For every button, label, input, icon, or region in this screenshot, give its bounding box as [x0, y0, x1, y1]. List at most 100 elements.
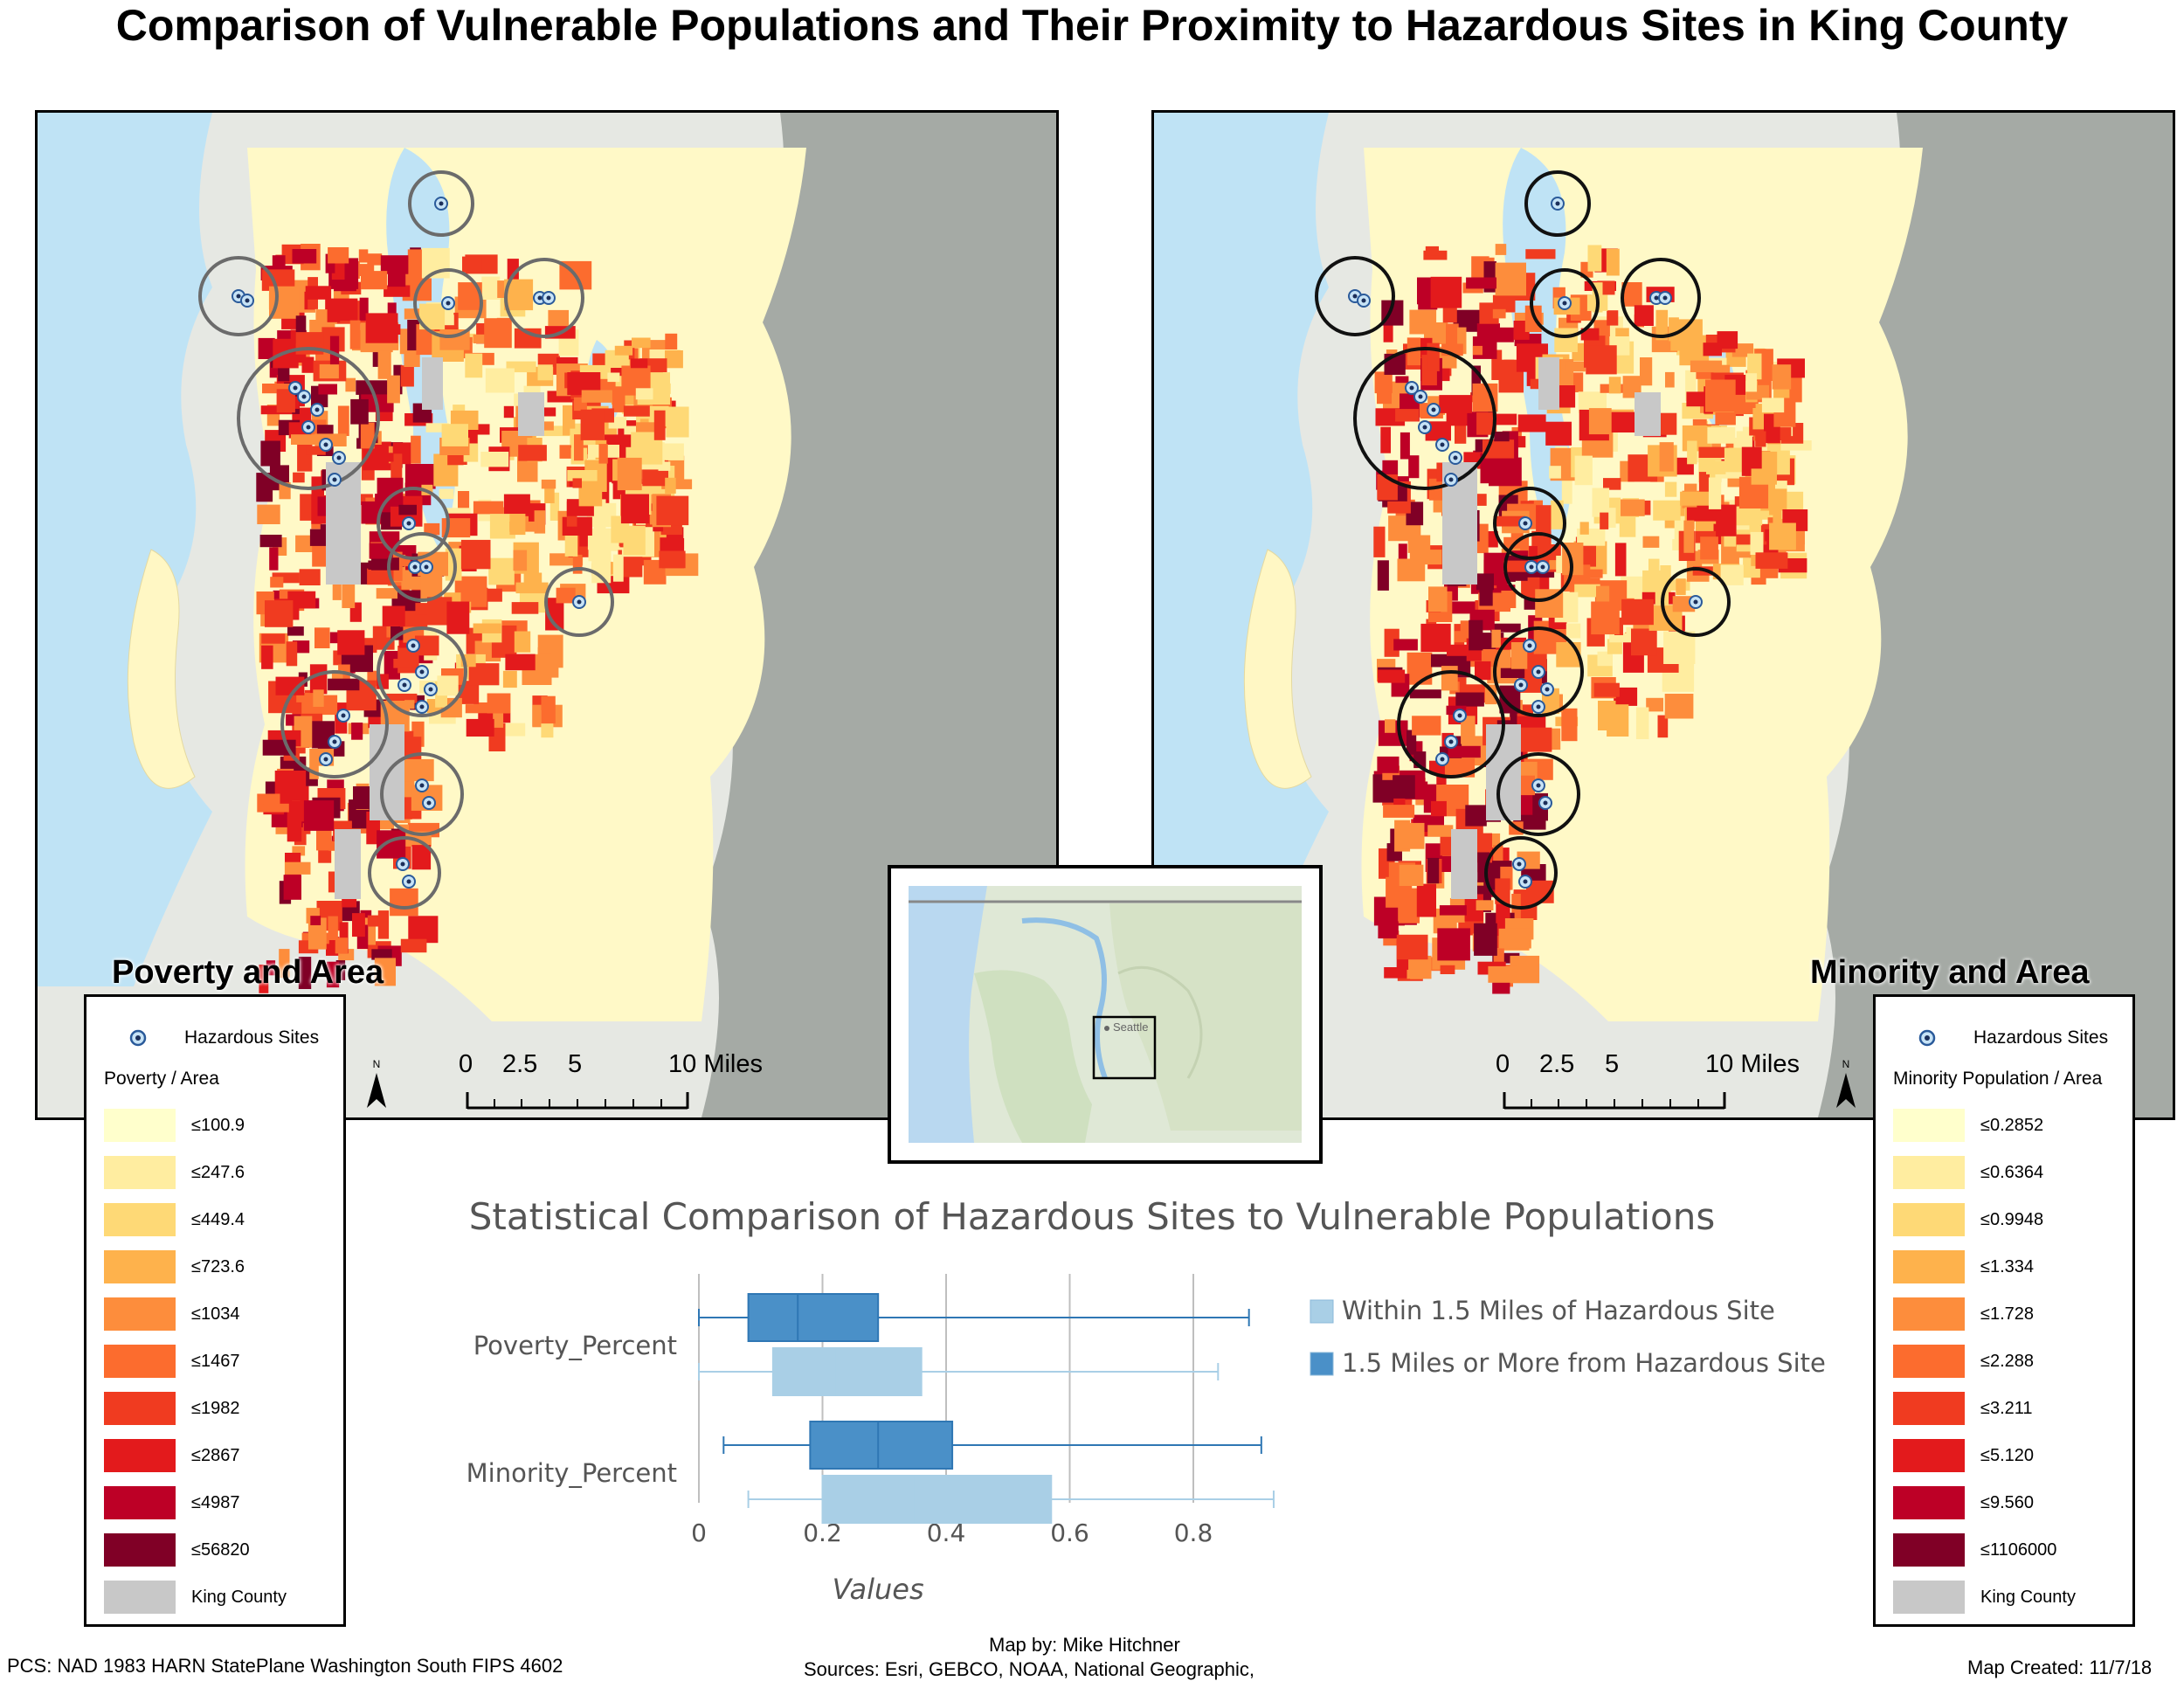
census-block — [503, 494, 530, 516]
x-tick-label: 0.8 — [1174, 1519, 1213, 1547]
legend-class-label: ≤2.288 — [1980, 1352, 2035, 1371]
census-block — [1580, 328, 1600, 341]
census-block — [284, 861, 311, 875]
census-block — [1588, 408, 1612, 435]
census-block — [1439, 395, 1473, 413]
hazard-site-dot — [537, 295, 543, 301]
legend-swatch — [104, 1486, 176, 1519]
census-block — [1406, 955, 1432, 979]
census-block — [1377, 756, 1400, 773]
scale-tick-label: 5 — [568, 1050, 583, 1078]
right-map-label: Minority and Area — [1810, 954, 2090, 991]
inset-locator-map[interactable]: Seattle — [888, 865, 1323, 1164]
census-block — [258, 337, 275, 359]
legend-class-label: ≤1467 — [191, 1352, 240, 1371]
census-block — [1640, 357, 1653, 386]
right-scale-bar: 0 2.5 5 10 Miles — [1496, 1050, 1810, 1115]
industrial-zone — [422, 357, 443, 410]
census-block — [505, 654, 536, 671]
census-block — [1631, 628, 1657, 656]
hazard-buffer-ring — [413, 268, 483, 338]
census-block — [1750, 531, 1764, 555]
hazard-site-dot — [419, 704, 425, 709]
census-block — [1646, 697, 1663, 712]
hazard-buffer-ring — [1621, 258, 1701, 338]
census-block — [1551, 500, 1564, 529]
left-map-frame[interactable] — [35, 110, 1059, 1120]
census-block — [1409, 689, 1441, 699]
chart-legend-swatch — [1310, 1352, 1334, 1376]
minority-map[interactable] — [1154, 113, 2173, 1117]
census-block — [523, 572, 543, 585]
census-block — [659, 550, 686, 569]
scale-tick-label: 2.5 — [1539, 1050, 1575, 1078]
census-block — [572, 478, 582, 488]
census-block — [1634, 305, 1654, 326]
census-block — [481, 276, 501, 300]
legend-class-row: ≤1467 — [104, 1345, 340, 1378]
census-block — [358, 249, 369, 263]
legend-swatch — [104, 1203, 176, 1236]
census-block — [656, 495, 689, 526]
hazard-buffer-ring — [1353, 347, 1496, 490]
census-block — [1657, 715, 1669, 738]
hazard-buffer-ring — [1496, 752, 1580, 836]
census-block — [1596, 585, 1610, 603]
census-block — [387, 302, 397, 320]
census-block — [1664, 694, 1694, 719]
legend-class-label: ≤0.2852 — [1980, 1116, 2044, 1135]
legend-class-label: ≤723.6 — [191, 1257, 245, 1276]
box-iqr — [809, 1421, 954, 1470]
legend-swatch — [104, 1156, 176, 1189]
terrain-area — [1818, 113, 2173, 1117]
census-block — [541, 695, 556, 724]
census-block — [387, 375, 400, 404]
census-block — [1591, 601, 1620, 635]
census-block — [350, 398, 369, 425]
census-block — [411, 435, 421, 464]
census-block — [1561, 473, 1572, 504]
census-block — [259, 535, 282, 548]
hazard-site-dot — [336, 455, 342, 460]
census-block — [262, 384, 292, 394]
census-block — [564, 529, 578, 557]
census-block — [444, 592, 461, 603]
legend-field-label: Minority Population / Area — [1893, 1069, 2103, 1089]
census-block — [1440, 965, 1455, 974]
census-block — [1587, 245, 1602, 272]
census-block — [1455, 692, 1484, 707]
census-block — [424, 522, 440, 536]
legend-class-label: ≤4987 — [191, 1493, 240, 1512]
census-block — [533, 407, 556, 417]
hazard-site-dot — [406, 521, 411, 526]
census-block — [303, 800, 335, 831]
legend-swatch — [104, 1345, 176, 1378]
census-block — [1597, 651, 1613, 667]
census-block — [385, 693, 418, 703]
census-block — [1399, 864, 1424, 886]
hazard-site-dot — [1418, 394, 1423, 399]
census-block — [1377, 560, 1389, 591]
hazard-site-dot — [1536, 669, 1541, 675]
census-block — [1556, 642, 1581, 668]
legend-class-label: ≤0.9948 — [1980, 1210, 2044, 1229]
hazard-site-dot — [439, 201, 444, 206]
poverty-map[interactable] — [38, 113, 1056, 1117]
census-block — [408, 916, 439, 944]
census-block — [1751, 468, 1777, 485]
census-block — [1716, 504, 1737, 536]
legend-class-row: ≤0.2852 — [1893, 1109, 2129, 1142]
legend-swatch — [1893, 1156, 1965, 1189]
census-block — [1603, 478, 1621, 490]
census-block — [1485, 327, 1514, 342]
census-block — [1769, 522, 1796, 550]
hazard-buffer-ring — [408, 170, 474, 237]
x-axis-label: Values — [833, 1573, 924, 1606]
boxplot-chart[interactable]: 0 0.2 0.4 0.6 0.8ValuesPoverty_PercentMinori… — [437, 1258, 1835, 1643]
hazard-buffer-ring — [1484, 836, 1558, 910]
census-block — [322, 695, 338, 716]
scale-tick-label: 5 — [1605, 1050, 1620, 1078]
census-block — [400, 365, 414, 387]
census-block — [1598, 701, 1616, 730]
census-block — [1427, 825, 1454, 837]
